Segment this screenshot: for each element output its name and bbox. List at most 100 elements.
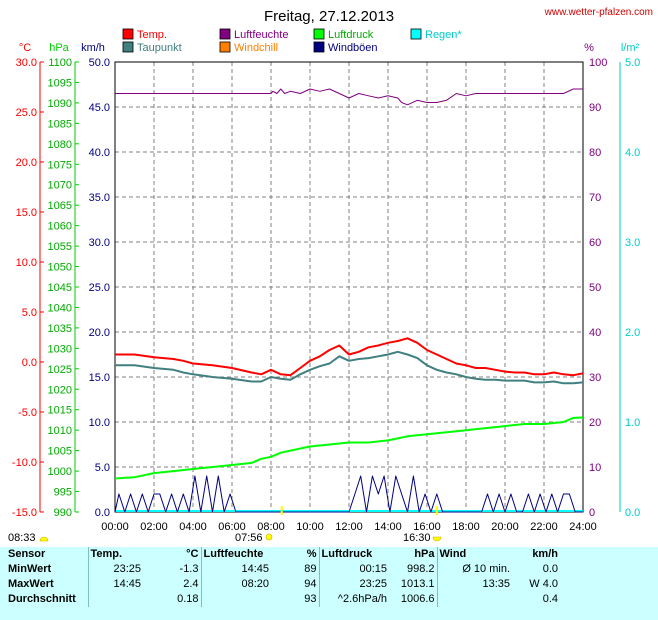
tick-label-hpa: 1020 [48,384,72,396]
sun-icon [432,536,442,542]
tick-label-hpa: 990 [54,507,72,519]
legend-swatch [313,28,325,40]
tick-label-hpa: 1055 [48,241,72,253]
tick-label-celsius: 20.0 [16,157,37,169]
stats-header-pressure: Luftdruck [318,547,389,562]
legend-label: Luftfeuchte [234,29,288,41]
stats-pressure-value: 998.2 [406,563,435,575]
tick-label-percent: 60 [589,237,601,249]
sunrise-time: 08:33 [8,532,36,544]
x-tick-label: 14:00 [374,521,402,533]
tick-label-kmh: 35.0 [89,192,110,204]
tick-label-hpa: 1040 [48,302,72,314]
stats-temp-value: 2.4 [183,578,199,590]
tick-label-celsius: 10.0 [16,257,37,269]
tick-label-celsius: -5.0 [18,407,37,419]
stats-header-temp-unit: °C [186,548,199,560]
source-link: www.wetter-pfalzen.com [544,7,653,18]
tick-label-percent: 40 [589,327,601,339]
x-tick-label: 06:00 [218,521,246,533]
tick-label-percent: 20 [589,417,601,429]
x-tick-label: 22:00 [530,521,558,533]
tick-label-kmh: 5.0 [95,462,110,474]
stats-humidity-time: 14:45 [200,562,271,577]
stats-row-min: MinWert 23:25 -1.3 14:45 89 00:15 998.2 … [0,562,560,577]
stats-header-row: Sensor Temp. °C Luftfeuchte % Luftdruck … [0,547,560,562]
tick-label-celsius: 25.0 [16,107,37,119]
tick-label-percent: 100 [589,57,607,69]
legend-label: Temp. [137,29,167,41]
tick-label-hpa: 1070 [48,180,72,192]
axis-unit-celsius: °C [19,42,31,54]
x-tick-label: 18:00 [452,521,480,533]
stats-pressure-value: 1013.1 [400,578,435,590]
series-line-windb-en [114,475,583,513]
tick-label-rain: 4.0 [625,147,640,159]
stats-humidity-value: 93 [304,593,317,605]
sunset-time: 16:30 [403,532,431,544]
tick-label-rain: 3.0 [625,237,640,249]
stats-pressure-time: 00:15 [318,562,389,577]
tick-label-hpa: 1000 [48,466,72,478]
tick-label-kmh: 40.0 [89,147,110,159]
stats-header-sensor: Sensor [8,548,46,560]
tick-label-celsius: 30.0 [16,57,37,69]
stats-humidity-value: 89 [304,563,317,575]
x-tick-label: 24:00 [569,521,597,533]
x-tick-label: 10:00 [296,521,324,533]
axis-unit-percent: % [584,42,594,54]
tick-label-hpa: 995 [54,487,72,499]
stats-wind-value: 0.4 [542,593,558,605]
tick-label-kmh: 10.0 [89,417,110,429]
stats-wind-value: 0.0 [542,563,558,575]
stats-pressure-value: 1006.6 [400,593,435,605]
stats-temp-time [87,592,143,607]
tick-label-hpa: 1075 [48,159,72,171]
stats-row-max: MaxWert 14:45 2.4 08:20 94 23:25 1013.1 … [0,577,560,592]
legend-label: Luftdruck [328,29,374,41]
tick-label-kmh: 0.0 [95,507,110,519]
tick-label-celsius: 5.0 [22,307,37,319]
legend-swatch [410,28,422,40]
tick-label-hpa: 1060 [48,221,72,233]
tick-label-hpa: 1035 [48,323,72,335]
tick-label-hpa: 1010 [48,425,72,437]
x-tick-label: 20:00 [491,521,519,533]
tick-label-percent: 90 [589,102,601,114]
stats-wind-time: Ø 10 min. [436,562,512,577]
tick-label-rain: 0.0 [625,507,640,519]
tick-label-hpa: 1025 [48,364,72,376]
legend-label: Regen* [425,29,462,41]
tick-label-hpa: 1005 [48,446,72,458]
tick-label-percent: 10 [589,462,601,474]
stats-temp-value: -1.3 [179,563,199,575]
series-line-luftdruck [114,416,584,480]
stats-header-wind: Wind [436,547,512,562]
stats-header-temp: Temp. [87,547,143,562]
x-tick-label: 02:00 [140,521,168,533]
statistics-table: Sensor Temp. °C Luftfeuchte % Luftdruck … [0,547,560,607]
tick-label-rain: 5.0 [625,57,640,69]
tick-label-kmh: 15.0 [89,372,110,384]
tick-label-hpa: 1065 [48,200,72,212]
axis-unit-rain: l/m² [621,42,640,54]
weather-chart: Freitag, 27.12.2013 www.wetter-pfalzen.co… [8,7,653,544]
tick-label-rain: 2.0 [625,327,640,339]
tick-label-percent: 70 [589,192,601,204]
tick-label-kmh: 25.0 [89,282,110,294]
stats-wind-time: 13:35 [436,577,512,592]
x-tick-label: 12:00 [335,521,363,533]
stats-header-humidity: Luftfeuchte [200,547,271,562]
series-line-taupunkt [115,350,584,385]
tick-label-hpa: 1050 [48,262,72,274]
daylight-duration: 07:56 [235,532,263,544]
tick-label-hpa: 1090 [48,98,72,110]
stats-header-humidity-unit: % [306,548,317,560]
tick-label-kmh: 30.0 [89,237,110,249]
legend-label: Windböen [328,42,378,54]
legend-swatch [219,28,231,40]
stats-humidity-value: 94 [304,578,317,590]
x-tick-label: 00:00 [101,521,129,533]
stats-temp-time: 23:25 [87,562,143,577]
